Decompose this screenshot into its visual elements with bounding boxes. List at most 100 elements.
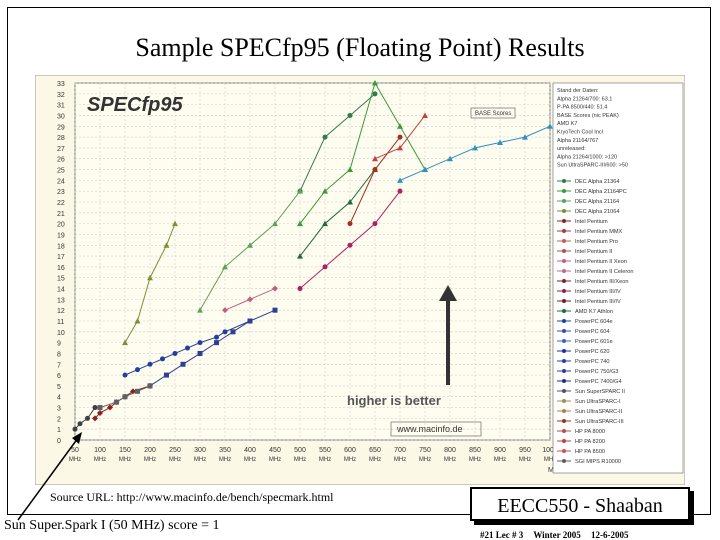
data-point bbox=[397, 123, 403, 129]
y-tick-label: 0 bbox=[57, 438, 61, 445]
data-point bbox=[107, 404, 113, 411]
y-tick-label: 17 bbox=[57, 254, 65, 261]
y-tick-label: 5 bbox=[57, 384, 61, 391]
legend-entry: DEC Alpha 21364 bbox=[575, 179, 619, 185]
legend-entry: PowerPC 620 bbox=[575, 349, 610, 355]
legend-marker bbox=[562, 229, 566, 233]
legend-marker bbox=[562, 389, 566, 393]
footer-lecture: #21 Lec # 3 bbox=[480, 530, 524, 540]
y-tick-label: 26 bbox=[57, 157, 65, 164]
x-tick-unit: MHz bbox=[269, 457, 281, 463]
y-tick-label: 20 bbox=[57, 222, 65, 229]
data-point bbox=[372, 167, 378, 173]
x-tick-label: 150 bbox=[119, 447, 131, 454]
series-line bbox=[299, 169, 376, 257]
data-point bbox=[164, 372, 169, 378]
x-tick-unit: MHz bbox=[194, 457, 206, 463]
legend-entry: Sun UltraSPARC-II bbox=[575, 409, 623, 415]
legend-entry: HP PA 8500 bbox=[575, 449, 605, 455]
legend-marker bbox=[562, 249, 566, 253]
x-tick-label: 550 bbox=[319, 447, 331, 454]
data-point bbox=[447, 155, 453, 162]
legend-marker bbox=[562, 209, 566, 213]
legend-entry: PowerPC 750/G3 bbox=[575, 369, 619, 375]
legend-note: Alpha 21164/767 bbox=[557, 138, 598, 144]
legend-marker bbox=[562, 289, 566, 293]
y-tick-label: 27 bbox=[57, 146, 65, 153]
legend-entry: SGI MIPS R10000 bbox=[575, 459, 621, 465]
x-tick-label: 300 bbox=[194, 447, 206, 454]
x-tick-unit: MHz bbox=[319, 457, 331, 463]
data-point bbox=[322, 264, 328, 270]
legend-note: Alpha 21264/700: 63.1 bbox=[557, 96, 612, 102]
legend-entry: Intel Pentium III/IV bbox=[575, 289, 621, 295]
x-tick-unit: MHz bbox=[369, 457, 381, 463]
footer-date: 12-6-2005 bbox=[591, 530, 629, 540]
legend-note: P-PA 8500/440: 51.4 bbox=[557, 105, 607, 111]
data-point bbox=[222, 329, 228, 335]
data-point bbox=[372, 91, 378, 97]
legend-marker bbox=[562, 219, 566, 223]
y-tick-label: 14 bbox=[57, 287, 65, 294]
y-tick-label: 32 bbox=[57, 92, 65, 99]
data-point bbox=[230, 329, 236, 335]
y-tick-label: 11 bbox=[57, 319, 64, 326]
data-point bbox=[272, 307, 278, 313]
data-point bbox=[122, 394, 128, 400]
slide-frame bbox=[7, 7, 711, 515]
source-url: Source URL: http://www.macinfo.de/bench/… bbox=[50, 490, 334, 504]
x-tick-label: 1000 bbox=[542, 447, 558, 454]
data-point bbox=[372, 155, 378, 162]
data-point bbox=[297, 188, 303, 194]
legend-entry: DEC Alpha 21164 bbox=[575, 199, 619, 205]
chart-svg: 0123456789101112131415161718192021222324… bbox=[34, 74, 686, 486]
x-tick-unit: MHz bbox=[394, 457, 406, 463]
base-scores-label: BASE Scores bbox=[475, 111, 511, 117]
legend-marker bbox=[562, 369, 566, 373]
data-point bbox=[322, 220, 328, 227]
data-point bbox=[160, 356, 165, 362]
x-tick-label: 600 bbox=[344, 447, 356, 454]
legend-entry: PowerPC 604e bbox=[575, 319, 613, 325]
y-tick-label: 18 bbox=[57, 243, 65, 250]
data-point bbox=[122, 372, 128, 378]
x-tick-unit: MHz bbox=[519, 457, 531, 463]
watermark: www.macinfo.de bbox=[396, 424, 463, 434]
x-tick-unit: MHz bbox=[244, 457, 256, 463]
legend-entry: AMD K7 Athlon bbox=[575, 309, 613, 315]
y-tick-label: 21 bbox=[57, 211, 65, 218]
data-point bbox=[422, 166, 428, 173]
legend-entry: HP PA 8000 bbox=[575, 429, 605, 435]
legend-marker bbox=[562, 359, 566, 363]
data-point bbox=[547, 123, 553, 129]
series-line bbox=[299, 81, 426, 224]
data-point bbox=[185, 345, 190, 351]
data-point bbox=[397, 188, 403, 194]
data-point bbox=[347, 166, 353, 173]
y-tick-label: 31 bbox=[57, 103, 65, 110]
y-tick-label: 1 bbox=[57, 427, 61, 434]
data-point bbox=[272, 220, 278, 227]
legend-entry: Sun UltraSPARC-III bbox=[575, 419, 624, 425]
legend-entry: Intel Pentium II bbox=[575, 249, 613, 255]
y-tick-label: 19 bbox=[57, 232, 65, 239]
y-tick-label: 30 bbox=[57, 113, 65, 120]
x-tick-label: 50 bbox=[71, 447, 79, 454]
annotation-arrow-head bbox=[439, 285, 457, 301]
footer-term: Winter 2005 bbox=[533, 530, 581, 540]
legend-note: Stand der Daten: bbox=[557, 88, 599, 94]
data-point bbox=[322, 134, 328, 140]
data-point bbox=[147, 274, 153, 281]
legend-entry: Sun UltraSPARC-I bbox=[575, 399, 621, 405]
x-tick-unit: MHz bbox=[469, 457, 481, 463]
x-tick-unit: MHz bbox=[444, 457, 456, 463]
legend-marker bbox=[562, 309, 566, 313]
data-point bbox=[163, 242, 170, 248]
y-tick-label: 28 bbox=[57, 135, 65, 142]
data-point bbox=[97, 409, 103, 416]
legend-entry: PowerPC 604 bbox=[575, 329, 610, 335]
x-tick-unit: MHz bbox=[419, 457, 431, 463]
data-point bbox=[72, 426, 78, 432]
y-tick-label: 12 bbox=[57, 308, 65, 315]
series-line bbox=[74, 407, 96, 430]
